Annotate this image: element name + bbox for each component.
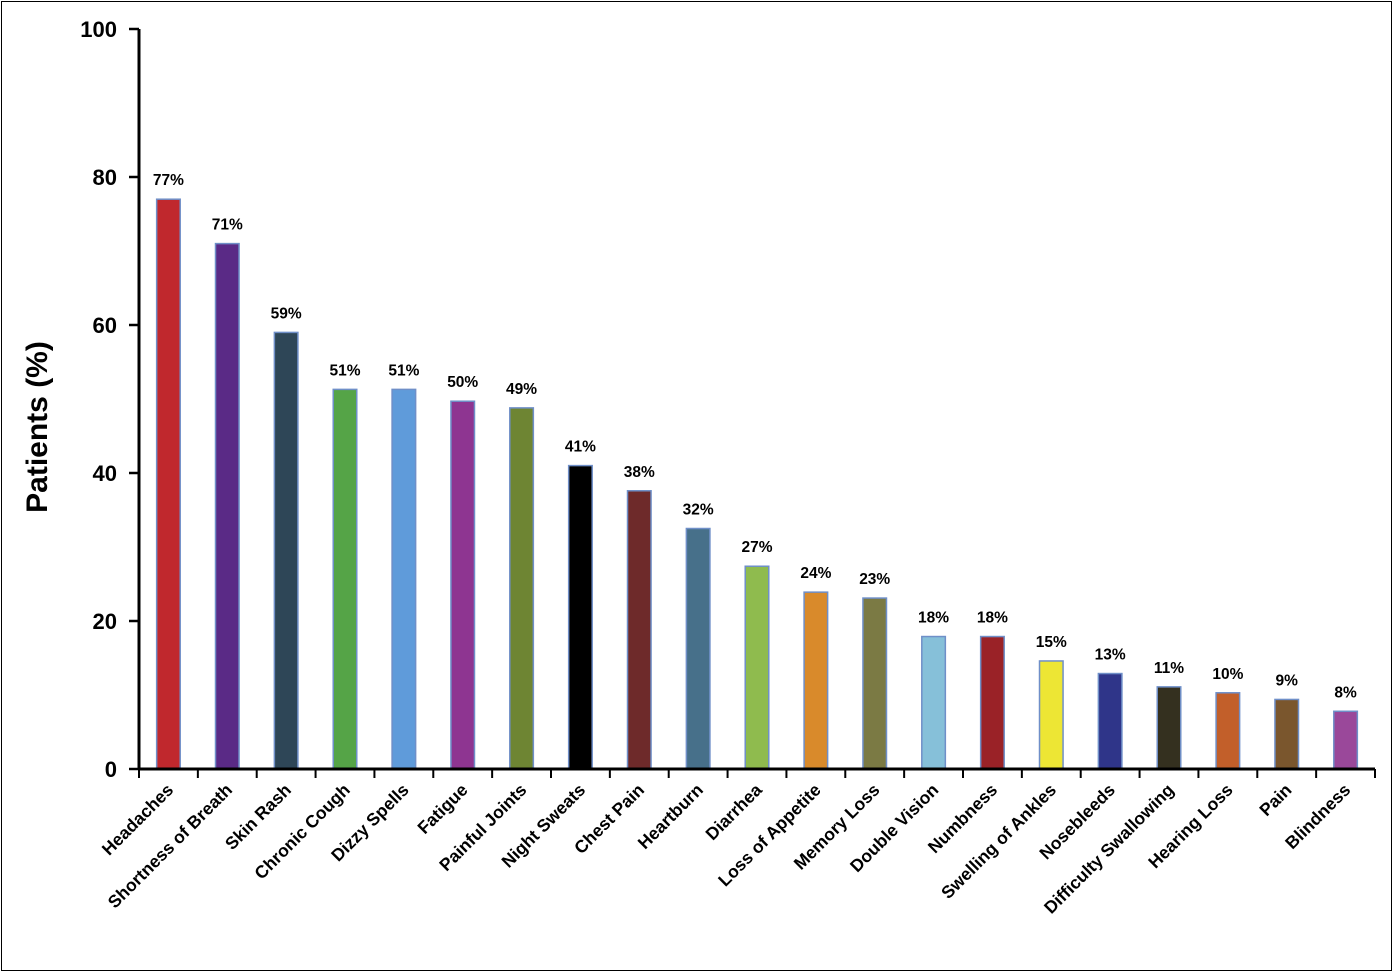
bar <box>273 331 299 770</box>
data-label: 18% <box>918 610 949 627</box>
y-axis-label: Patients (%) <box>21 341 54 513</box>
category-label: Pain <box>1255 780 1295 820</box>
bar <box>155 198 181 770</box>
bar <box>1215 692 1241 770</box>
data-label: 15% <box>1036 634 1067 651</box>
bar <box>450 400 476 770</box>
bar <box>1097 672 1123 770</box>
data-label: 49% <box>506 381 537 398</box>
bar <box>509 407 535 770</box>
category-label: Swelling of Ankles <box>937 780 1060 903</box>
data-label: 11% <box>1154 660 1184 677</box>
bar <box>1156 686 1182 770</box>
bar <box>921 635 947 770</box>
bar <box>744 565 770 770</box>
bars <box>138 198 1376 778</box>
y-tick-label: 100 <box>80 17 117 42</box>
bar <box>685 527 711 770</box>
data-label: 13% <box>1095 647 1126 664</box>
data-label: 59% <box>271 305 302 322</box>
data-labels: 77% 71% 59% 51% 51% 50% 49% 41% 38% 32% 27% 24% 23% 1… <box>153 172 1357 701</box>
bar <box>332 388 358 770</box>
data-label: 10% <box>1212 666 1243 683</box>
bar <box>626 490 652 770</box>
data-label: 24% <box>800 565 831 582</box>
data-label: 51% <box>329 362 360 379</box>
data-label: 18% <box>977 610 1008 627</box>
bar <box>567 464 593 770</box>
data-label: 32% <box>683 502 714 519</box>
y-tick-label: 80 <box>93 165 117 190</box>
data-label: 27% <box>741 539 772 556</box>
data-label: 23% <box>859 571 890 588</box>
y-axis-ticks: 0 20 40 60 80 100 <box>80 17 139 782</box>
data-label: 50% <box>447 374 478 391</box>
y-tick-label: 40 <box>93 461 117 486</box>
bar <box>391 388 417 770</box>
data-label: 51% <box>388 362 419 379</box>
data-label: 77% <box>153 172 184 189</box>
category-label: Fatigue <box>413 780 471 838</box>
bar <box>1038 660 1064 770</box>
bar <box>803 591 829 770</box>
bar <box>214 242 240 770</box>
data-label: 38% <box>624 464 655 481</box>
bar <box>979 635 1005 770</box>
data-label: 71% <box>212 217 243 234</box>
y-tick-label: 20 <box>93 609 117 634</box>
data-label: 9% <box>1276 672 1299 689</box>
data-label: 8% <box>1334 684 1357 701</box>
y-tick-label: 60 <box>93 313 117 338</box>
bar <box>1333 710 1359 770</box>
category-label: Loss of Appetite <box>714 779 825 890</box>
bar <box>1274 698 1300 770</box>
data-label: 41% <box>565 439 596 456</box>
y-tick-label: 0 <box>105 757 117 782</box>
bar <box>862 597 888 770</box>
